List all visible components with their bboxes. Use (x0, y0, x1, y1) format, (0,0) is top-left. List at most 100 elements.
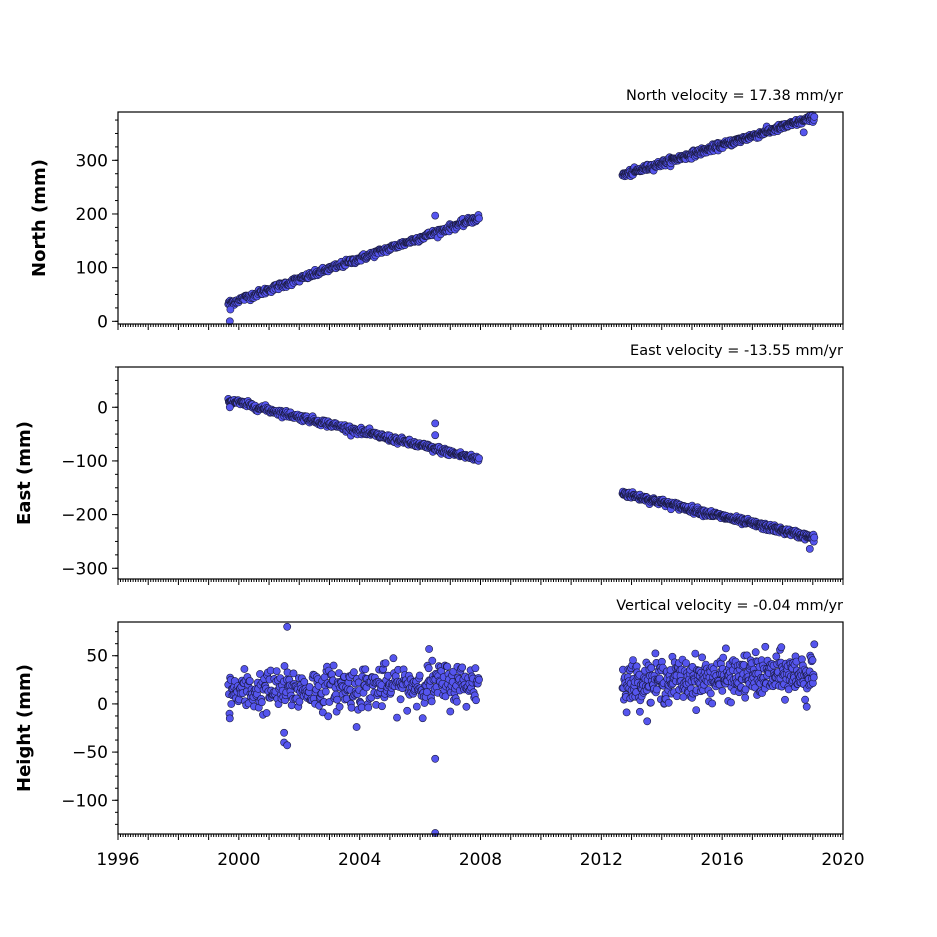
data-point (321, 687, 330, 696)
data-point-outlier (225, 714, 234, 723)
east-ticks: −300 −200 −100 0 (61, 366, 844, 585)
panel-height: Vertical velocity = -0.04 mm/yr −100 −50 0… (14, 598, 844, 840)
y-tick-label: 0 (97, 695, 108, 715)
data-point (761, 642, 770, 651)
north-points (224, 111, 819, 326)
data-point (403, 706, 412, 715)
data-point (389, 654, 398, 663)
y-tick-label: −50 (72, 743, 108, 763)
data-point (751, 648, 760, 657)
data-point (622, 708, 631, 717)
data-point-outlier (802, 702, 811, 711)
data-point (295, 697, 304, 706)
data-point (412, 702, 421, 711)
data-point (708, 699, 717, 708)
data-point (692, 706, 701, 714)
data-point (719, 653, 728, 662)
data-point (462, 702, 471, 711)
data-point (361, 665, 370, 674)
data-point (772, 652, 781, 661)
data-point-outlier (805, 545, 814, 553)
data-point-outlier (352, 723, 361, 731)
data-point (741, 693, 750, 702)
data-point (289, 669, 298, 678)
data-point (741, 685, 750, 694)
y-tick-label: −200 (61, 506, 108, 526)
data-point (324, 712, 333, 721)
data-point (424, 664, 433, 673)
y-tick-label: 200 (76, 205, 108, 225)
data-point (629, 656, 637, 664)
data-point-outlier (225, 317, 234, 326)
data-point (240, 665, 249, 673)
data-point (691, 649, 700, 658)
north-frame (117, 111, 844, 325)
data-point (262, 709, 271, 717)
data-point (333, 695, 342, 704)
height-ticks: −100 −50 0 50 (61, 631, 844, 840)
data-point (652, 685, 661, 694)
data-point (335, 702, 344, 711)
data-point (443, 662, 452, 671)
data-point (475, 214, 483, 223)
data-point (472, 696, 480, 705)
x-tick-label: 2004 (338, 850, 381, 870)
data-point (801, 695, 809, 704)
data-point (810, 112, 819, 121)
east-points (224, 394, 819, 553)
data-point (318, 708, 327, 717)
x-tick-label: 2016 (701, 850, 744, 870)
y-tick-label: 100 (76, 259, 108, 279)
north-ylabel: North (mm) (29, 159, 50, 277)
data-point (446, 707, 455, 716)
data-point (698, 653, 706, 662)
data-point (415, 671, 424, 680)
data-point (471, 664, 480, 673)
panel-east: East velocity = -13.55 mm/yr −300 −200 −10… (14, 343, 844, 585)
data-point (280, 662, 289, 670)
y-tick-label: 0 (97, 312, 108, 332)
data-point-outlier (280, 728, 288, 737)
y-tick-label: 300 (76, 151, 108, 171)
data-point (810, 640, 819, 649)
data-point (272, 667, 281, 675)
data-point-outlier (425, 645, 433, 653)
height-frame (117, 621, 844, 835)
y-tick-label: −300 (61, 559, 108, 579)
data-point (257, 698, 266, 707)
data-point (458, 663, 467, 672)
data-point (682, 659, 690, 667)
data-point (305, 683, 314, 691)
data-point (718, 687, 727, 695)
data-point (636, 707, 644, 716)
x-tick-label: 1996 (96, 850, 139, 870)
data-point (227, 700, 236, 708)
data-point (777, 643, 786, 652)
x-tick-label: 2008 (459, 850, 502, 870)
data-point (381, 659, 390, 667)
x-tick-label: 2000 (217, 850, 260, 870)
data-point-outlier (799, 128, 808, 137)
x-tick-label: 2020 (821, 850, 864, 870)
x-tick-labels: 1996 2000 2004 2008 2012 2016 2020 (96, 850, 864, 870)
east-title: East velocity = -13.55 mm/yr (630, 343, 843, 359)
data-point (452, 697, 461, 706)
panel-north: North velocity = 17.38 mm/yr 0100200300 … (29, 88, 844, 332)
east-ylabel: East (mm) (14, 421, 35, 525)
data-point (643, 717, 652, 726)
height-title: Vertical velocity = -0.04 mm/yr (616, 598, 843, 614)
data-point (651, 649, 660, 658)
data-point (722, 644, 730, 653)
data-point (349, 668, 358, 677)
data-point (810, 533, 819, 542)
east-frame (117, 366, 844, 580)
x-tick-label: 2012 (580, 850, 623, 870)
data-point (428, 656, 437, 665)
data-point (808, 656, 817, 665)
data-point-outlier (431, 211, 440, 220)
data-point (727, 698, 735, 707)
data-point (475, 454, 483, 463)
data-point-outlier (283, 741, 292, 750)
data-point (364, 703, 373, 712)
